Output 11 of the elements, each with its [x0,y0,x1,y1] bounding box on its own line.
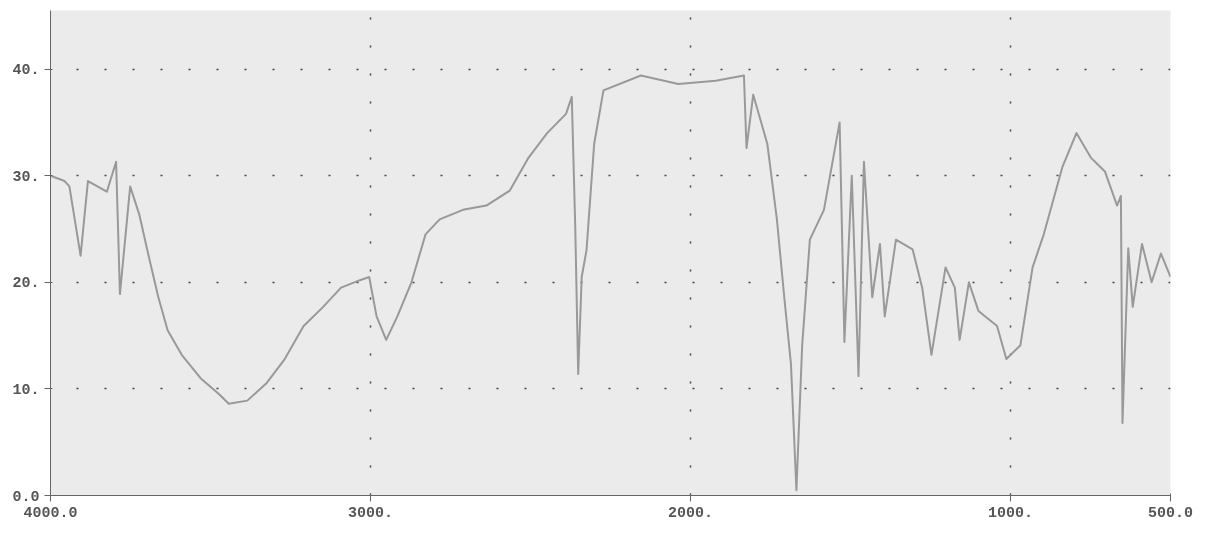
line-series [50,74,1171,492]
x-tick-label: 2000. [668,504,714,522]
x-tick-label: 1000. [988,504,1034,522]
y-tick-label: 0.0 [12,488,40,506]
y-tick-label: 20. [12,275,40,293]
x-tick-label: 3000. [348,504,394,522]
x-tick-label: 500.0 [1148,504,1194,522]
y-tick-label: 10. [12,381,40,399]
y-tick-label: 40. [12,62,40,80]
y-tick-label: 30. [12,168,40,186]
x-tick-label: 4000.0 [23,504,78,522]
